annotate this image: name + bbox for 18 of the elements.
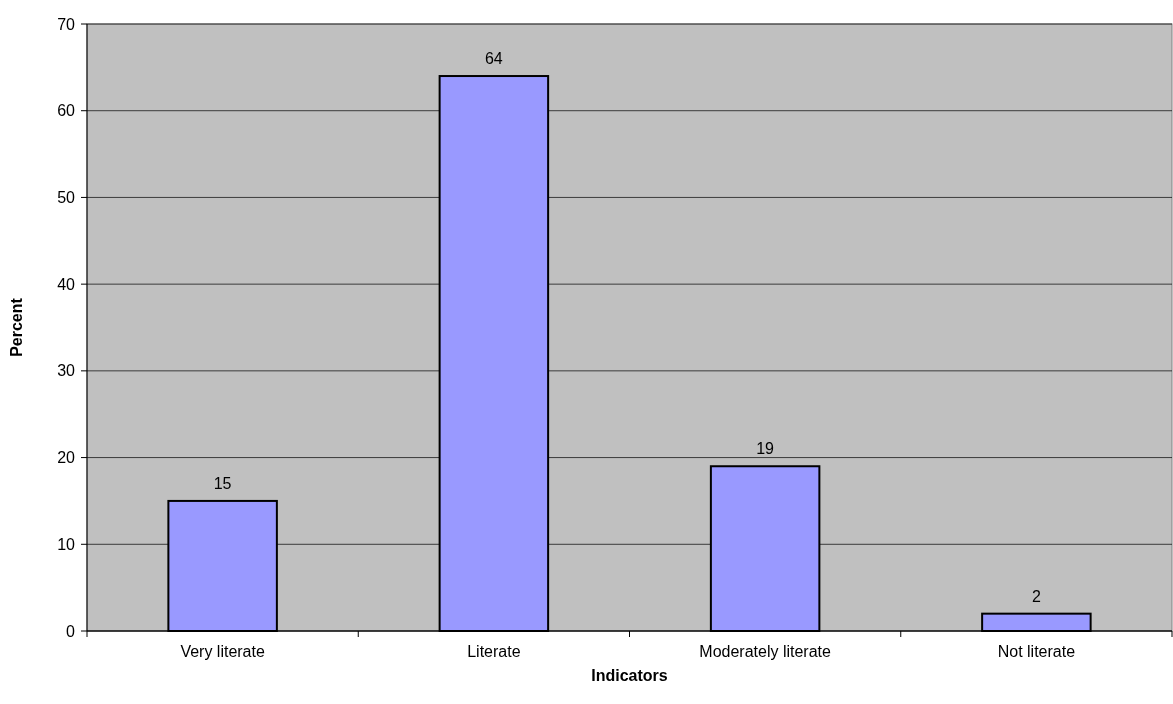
data-label: 19 xyxy=(756,440,775,458)
y-tick-label: 70 xyxy=(57,15,76,33)
data-label: 15 xyxy=(213,474,232,492)
data-label: 64 xyxy=(484,50,503,68)
y-tick-label: 0 xyxy=(66,622,76,640)
x-tick-label: Literate xyxy=(467,643,521,660)
y-tick-label: 30 xyxy=(57,362,76,380)
x-tick-label: Very literate xyxy=(180,643,265,660)
y-tick-label: 60 xyxy=(57,102,76,120)
y-axis-title: Percent xyxy=(8,297,25,357)
x-tick-label: Moderately literate xyxy=(699,643,832,660)
x-tick-label: Not literate xyxy=(997,643,1076,660)
x-axis-title: Indicators xyxy=(591,667,668,684)
y-tick-label: 40 xyxy=(57,275,76,293)
y-tick-label: 50 xyxy=(57,189,76,207)
data-label: 2 xyxy=(1031,587,1041,605)
y-tick-label: 20 xyxy=(57,449,76,467)
y-tick-label: 10 xyxy=(57,535,76,553)
